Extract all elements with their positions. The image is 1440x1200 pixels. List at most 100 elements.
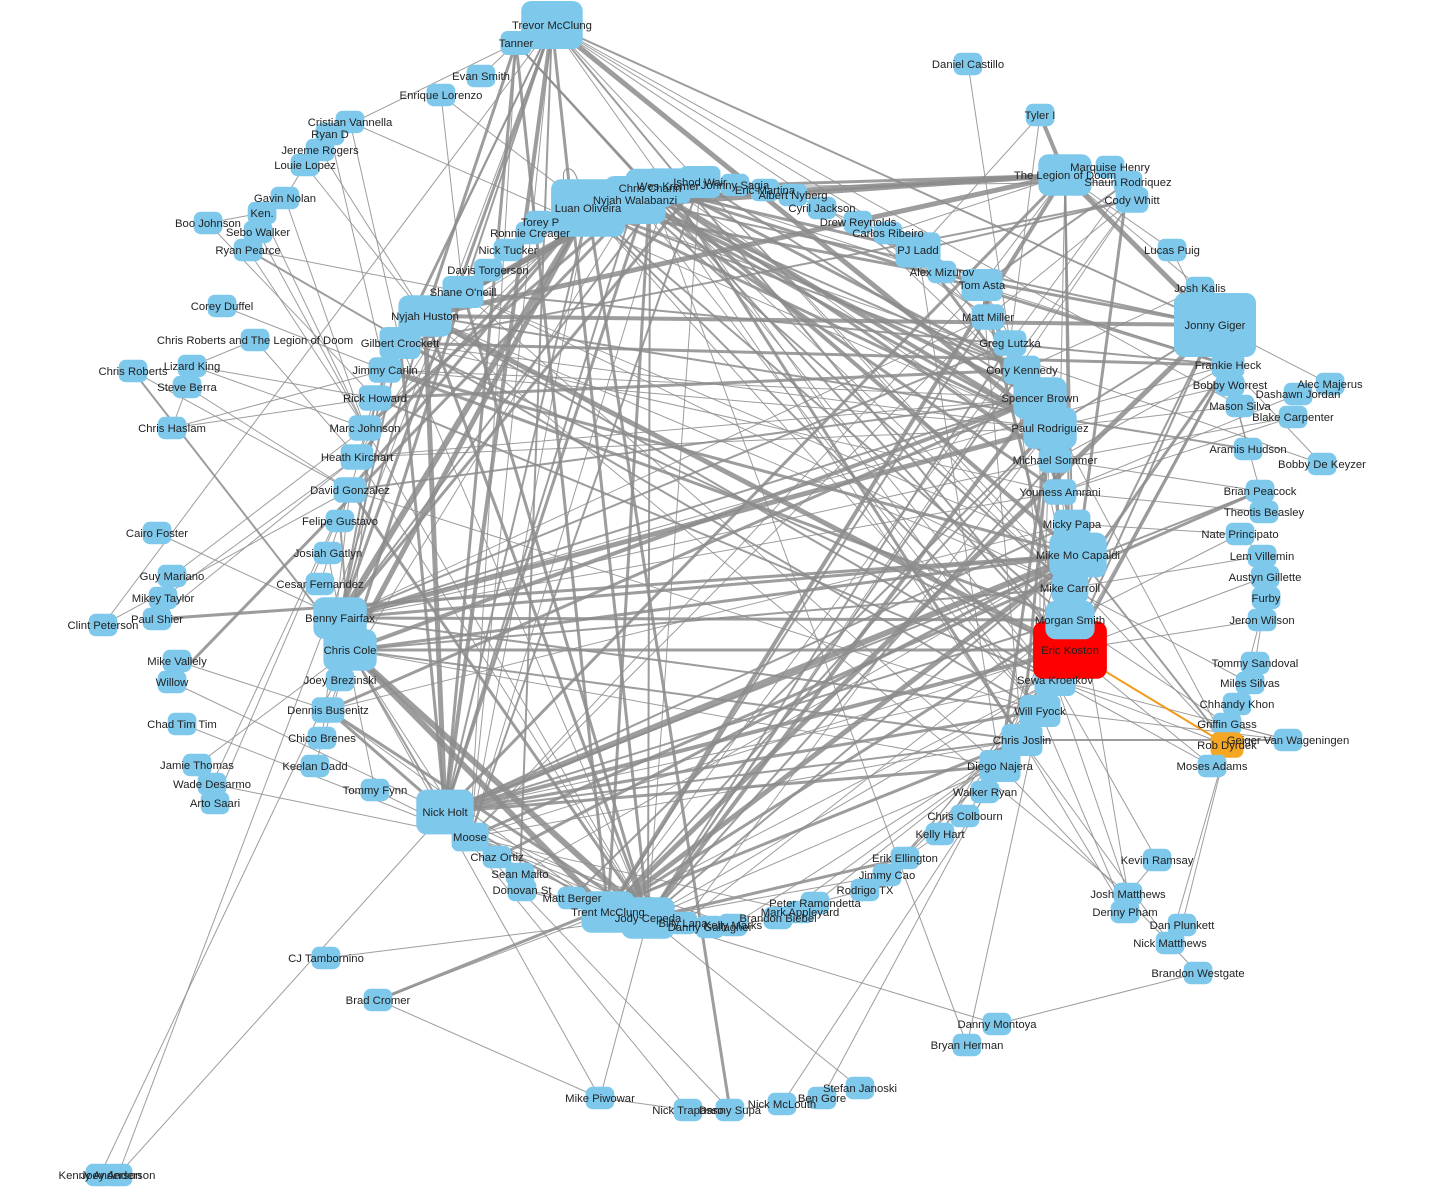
svg-text:Clint Peterson: Clint Peterson — [68, 620, 139, 632]
svg-text:Gilbert Crockett: Gilbert Crockett — [361, 338, 440, 350]
svg-text:Dan Plunkett: Dan Plunkett — [1150, 920, 1216, 932]
svg-text:Peter Ramondetta: Peter Ramondetta — [769, 898, 861, 910]
svg-text:Tanner: Tanner — [499, 38, 534, 50]
svg-text:Drew Reynolds: Drew Reynolds — [820, 217, 897, 229]
svg-text:Moses Adams: Moses Adams — [1177, 761, 1248, 773]
svg-text:Matt Miller: Matt Miller — [962, 312, 1014, 324]
svg-text:Moose: Moose — [453, 832, 487, 844]
svg-text:Nick Tucker: Nick Tucker — [478, 245, 537, 257]
svg-text:Ryan D: Ryan D — [311, 129, 349, 141]
svg-text:Morgan Smith: Morgan Smith — [1035, 615, 1105, 627]
svg-text:PJ Ladd: PJ Ladd — [897, 245, 938, 257]
svg-text:Cyril Jackson: Cyril Jackson — [788, 203, 855, 215]
svg-text:Spencer Brown: Spencer Brown — [1001, 393, 1078, 405]
svg-text:Cody Whitt: Cody Whitt — [1104, 195, 1160, 207]
svg-text:Nick Trapasso: Nick Trapasso — [652, 1105, 724, 1117]
svg-text:Kevin Ramsay: Kevin Ramsay — [1121, 855, 1194, 867]
svg-text:Nick Matthews: Nick Matthews — [1133, 938, 1207, 950]
svg-text:Louie Lopez: Louie Lopez — [274, 160, 336, 172]
svg-text:Felipe Gustavo: Felipe Gustavo — [302, 516, 378, 528]
svg-text:Erik Ellington: Erik Ellington — [872, 853, 938, 865]
svg-text:Rodrigo TX: Rodrigo TX — [837, 885, 894, 897]
svg-text:Shane O'neill: Shane O'neill — [430, 287, 497, 299]
svg-text:Furby: Furby — [1252, 593, 1281, 605]
svg-text:Jeron Wilson: Jeron Wilson — [1229, 615, 1294, 627]
svg-text:Brad Cromer: Brad Cromer — [346, 995, 411, 1007]
svg-text:Willow: Willow — [156, 677, 189, 689]
svg-text:Joey Brezinski: Joey Brezinski — [304, 675, 377, 687]
svg-text:Cristian Vannella: Cristian Vannella — [308, 117, 393, 129]
svg-text:Steve Berra: Steve Berra — [157, 382, 217, 394]
svg-text:Carlos Ribeiro: Carlos Ribeiro — [852, 228, 924, 240]
svg-text:Josiah Gatlyn: Josiah Gatlyn — [294, 548, 362, 560]
svg-text:Ronnie Creager: Ronnie Creager — [490, 228, 570, 240]
svg-text:Austyn Gillette: Austyn Gillette — [1229, 572, 1302, 584]
svg-text:Frankie Heck: Frankie Heck — [1195, 360, 1262, 372]
svg-text:Enrique Lorenzo: Enrique Lorenzo — [400, 90, 483, 102]
svg-text:Jimmy Carlin: Jimmy Carlin — [352, 365, 417, 377]
svg-text:Jereme Rogers: Jereme Rogers — [281, 145, 359, 157]
svg-text:Diego Najera: Diego Najera — [967, 761, 1034, 773]
svg-text:Cory Kennedy: Cory Kennedy — [986, 365, 1058, 377]
svg-text:Josh Kalis: Josh Kalis — [1174, 283, 1226, 295]
svg-text:Lucas Puig: Lucas Puig — [1144, 245, 1200, 257]
svg-text:Josh Matthews: Josh Matthews — [1090, 889, 1166, 901]
svg-text:Kelly Hart: Kelly Hart — [916, 829, 966, 841]
svg-text:Bobby De Keyzer: Bobby De Keyzer — [1278, 459, 1366, 471]
svg-text:Brian Peacock: Brian Peacock — [1224, 486, 1297, 498]
svg-text:Youness Amrani: Youness Amrani — [1019, 487, 1100, 499]
svg-text:Guy Mariano: Guy Mariano — [140, 571, 205, 583]
svg-text:Will Fyock: Will Fyock — [1014, 706, 1066, 718]
svg-text:Daniel Castillo: Daniel Castillo — [932, 59, 1004, 71]
svg-text:Jimmy Cao: Jimmy Cao — [859, 870, 916, 882]
svg-text:Theotis Beasley: Theotis Beasley — [1224, 507, 1305, 519]
svg-text:Jamie Thomas: Jamie Thomas — [160, 760, 234, 772]
svg-text:Blake Carpenter: Blake Carpenter — [1252, 412, 1334, 424]
svg-text:Alex Mizurov: Alex Mizurov — [910, 267, 975, 279]
svg-text:Shaun Rodriquez: Shaun Rodriquez — [1084, 177, 1172, 189]
svg-text:Trevor McClung: Trevor McClung — [512, 20, 592, 32]
svg-text:Chhandy Khon: Chhandy Khon — [1200, 699, 1275, 711]
svg-text:Benny Fairfax: Benny Fairfax — [305, 613, 375, 625]
svg-text:Nate Principato: Nate Principato — [1201, 529, 1278, 541]
svg-text:Mike Mo Capaldi: Mike Mo Capaldi — [1036, 550, 1120, 562]
svg-text:Griffin Gass: Griffin Gass — [1197, 719, 1257, 731]
svg-text:Arto Saari: Arto Saari — [190, 798, 240, 810]
svg-text:Lizard King: Lizard King — [164, 361, 221, 373]
svg-text:Matt Berger: Matt Berger — [542, 893, 601, 905]
svg-text:Chico Brenes: Chico Brenes — [288, 733, 356, 745]
svg-text:Evan Smith: Evan Smith — [452, 71, 510, 83]
svg-text:Mike Vallely: Mike Vallely — [147, 656, 207, 668]
svg-text:Chris Cole: Chris Cole — [324, 645, 377, 657]
svg-text:Davis Torgerson: Davis Torgerson — [447, 265, 528, 277]
svg-text:Chad Tim Tim: Chad Tim Tim — [147, 719, 217, 731]
svg-text:Tom Asta: Tom Asta — [959, 280, 1006, 292]
svg-text:Micky Papa: Micky Papa — [1043, 519, 1102, 531]
svg-text:Nick Holt: Nick Holt — [422, 807, 468, 819]
svg-text:Wade Desarmo: Wade Desarmo — [173, 779, 251, 791]
svg-text:Luan Oliveira: Luan Oliveira — [555, 203, 622, 215]
svg-text:Cesar Fernandez: Cesar Fernandez — [276, 579, 364, 591]
svg-text:Marquise Henry: Marquise Henry — [1070, 162, 1150, 174]
svg-text:Lem Villemin: Lem Villemin — [1230, 551, 1294, 563]
svg-text:Mikey Taylor: Mikey Taylor — [132, 593, 195, 605]
svg-text:Brandon Westgate: Brandon Westgate — [1151, 968, 1244, 980]
svg-text:Heath Kirchart: Heath Kirchart — [321, 452, 394, 464]
svg-text:Cairo Foster: Cairo Foster — [126, 528, 188, 540]
svg-text:Bryan Herman: Bryan Herman — [931, 1040, 1004, 1052]
svg-text:Chaz Ortiz: Chaz Ortiz — [470, 852, 524, 864]
svg-text:Miles Silvas: Miles Silvas — [1220, 678, 1280, 690]
svg-text:Eric Koston: Eric Koston — [1041, 645, 1099, 657]
svg-text:Aramis Hudson: Aramis Hudson — [1209, 444, 1286, 456]
svg-text:Nyjah Huston: Nyjah Huston — [391, 311, 459, 323]
svg-text:Rick Howard: Rick Howard — [343, 393, 407, 405]
svg-text:Danny Montoya: Danny Montoya — [957, 1019, 1037, 1031]
svg-text:Chris Roberts and The Legion o: Chris Roberts and The Legion of Doom — [157, 335, 353, 347]
svg-text:Mike Piwowar: Mike Piwowar — [565, 1093, 635, 1105]
svg-text:Corey Duffel: Corey Duffel — [191, 301, 254, 313]
svg-text:Tommy Sandoval: Tommy Sandoval — [1212, 658, 1299, 670]
svg-text:Michael Sommer: Michael Sommer — [1013, 455, 1098, 467]
svg-text:Chris Chann: Chris Chann — [619, 183, 682, 195]
svg-text:Rob Dyrdek: Rob Dyrdek — [1197, 740, 1257, 752]
svg-text:Sean Malto: Sean Malto — [491, 869, 548, 881]
